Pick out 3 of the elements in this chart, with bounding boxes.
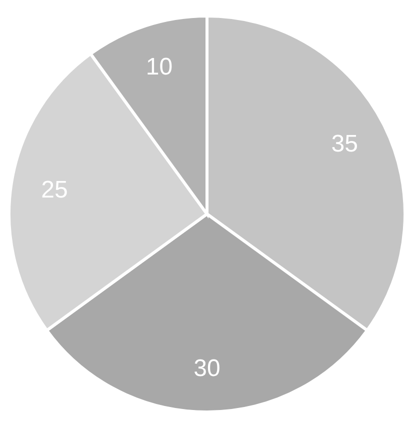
- data-label: 30: [194, 354, 220, 382]
- data-label: 10: [146, 54, 173, 81]
- data-label: 35: [331, 130, 358, 158]
